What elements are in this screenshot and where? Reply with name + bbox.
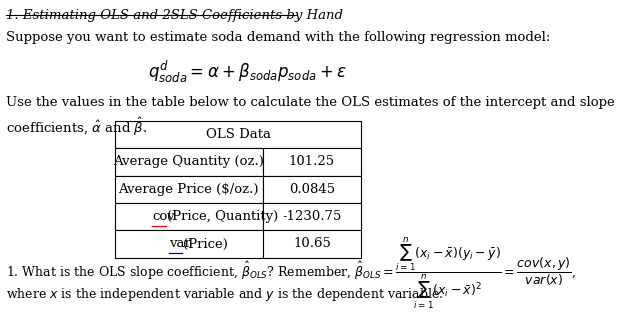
Bar: [262, 203, 361, 230]
Bar: [262, 148, 361, 176]
Text: Average Quantity (oz.): Average Quantity (oz.): [113, 155, 264, 168]
Text: 1. Estimating OLS and 2SLS Coefficients by Hand: 1. Estimating OLS and 2SLS Coefficients …: [6, 9, 343, 22]
Text: Suppose you want to estimate soda demand with the following regression model:: Suppose you want to estimate soda demand…: [6, 31, 551, 44]
Text: Average Price ($/oz.): Average Price ($/oz.): [119, 183, 259, 196]
Text: $q^{d}_{soda} = \alpha + \beta_{soda} p_{soda} + \varepsilon$: $q^{d}_{soda} = \alpha + \beta_{soda} p_…: [148, 59, 348, 85]
Text: OLS Data: OLS Data: [206, 128, 271, 141]
Text: (Price, Quantity): (Price, Quantity): [167, 210, 278, 223]
Text: cov: cov: [152, 210, 175, 223]
Text: var: var: [169, 237, 191, 250]
Text: coefficients, $\hat{\alpha}$ and $\hat{\beta}$.: coefficients, $\hat{\alpha}$ and $\hat{\…: [6, 116, 148, 138]
Bar: [262, 176, 361, 203]
Bar: [115, 176, 262, 203]
Text: 101.25: 101.25: [289, 155, 335, 168]
Text: 1. What is the OLS slope coefficient, $\hat{\beta}_{OLS}$? Remember, $\hat{\beta: 1. What is the OLS slope coefficient, $\…: [6, 236, 576, 311]
Text: -1230.75: -1230.75: [282, 210, 342, 223]
Bar: [115, 230, 262, 258]
Text: where $x$ is the independent variable and $y$ is the dependent variable.: where $x$ is the independent variable an…: [6, 285, 444, 302]
Bar: [115, 121, 361, 148]
Bar: [115, 203, 262, 230]
Bar: [262, 230, 361, 258]
Text: (Price): (Price): [183, 237, 228, 250]
Text: Use the values in the table below to calculate the OLS estimates of the intercep: Use the values in the table below to cal…: [6, 96, 615, 109]
Text: 10.65: 10.65: [293, 237, 331, 250]
Bar: [115, 148, 262, 176]
Text: 0.0845: 0.0845: [289, 183, 335, 196]
